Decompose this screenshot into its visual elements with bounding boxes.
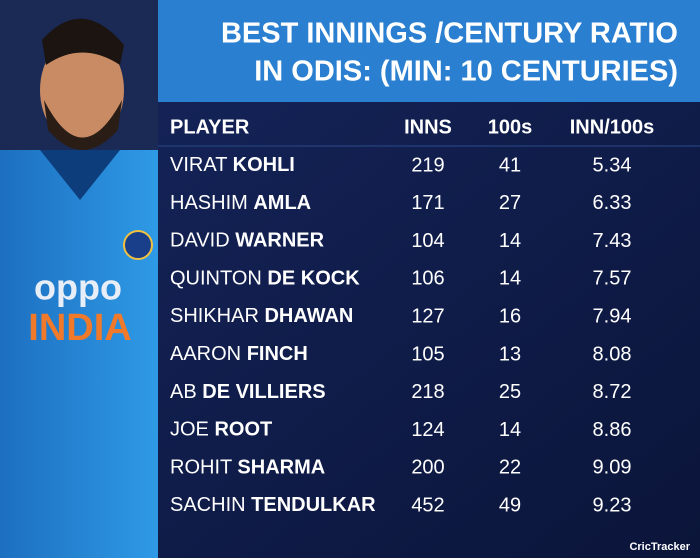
cell-inns: 171 (411, 192, 444, 214)
first-name: AARON (170, 343, 241, 365)
player-name: HASHIM AMLA (170, 192, 311, 214)
jersey-team: INDIA (28, 307, 131, 349)
first-name: DAVID (170, 230, 230, 252)
cell-ratio: 9.09 (593, 457, 632, 479)
cell-ratio: 7.94 (593, 305, 632, 327)
last-name: DHAWAN (264, 305, 353, 327)
hair (42, 18, 124, 65)
player-name: AB DE VILLIERS (170, 381, 326, 403)
cell-centuries: 22 (499, 457, 521, 479)
cell-ratio: 7.57 (593, 268, 632, 290)
first-name: ROHIT (170, 457, 232, 479)
player-name: DAVID WARNER (170, 230, 325, 252)
first-name: SACHIN (170, 494, 246, 516)
cell-inns: 127 (411, 305, 444, 327)
player-name: SHIKHAR DHAWAN (170, 305, 353, 327)
cell-ratio: 8.86 (593, 419, 632, 441)
column-header: INN/100s (570, 116, 655, 138)
cell-ratio: 8.08 (593, 343, 632, 365)
first-name: HASHIM (170, 192, 248, 214)
last-name: SHARMA (237, 457, 325, 479)
cell-centuries: 14 (499, 268, 521, 290)
jersey-brand: oppo (34, 267, 122, 308)
title-line: IN ODIS: (MIN: 10 CENTURIES) (254, 56, 678, 88)
cell-centuries: 41 (499, 154, 521, 176)
cell-inns: 218 (411, 381, 444, 403)
last-name: WARNER (235, 230, 324, 252)
last-name: ROOT (214, 419, 272, 441)
cell-centuries: 25 (499, 381, 521, 403)
player-name: QUINTON DE KOCK (170, 268, 360, 290)
face (40, 35, 124, 145)
cell-inns: 124 (411, 419, 444, 441)
first-name: AB (170, 381, 197, 403)
last-name: KOHLI (233, 154, 295, 176)
cell-centuries: 14 (499, 419, 521, 441)
column-header: INNS (404, 116, 452, 138)
player-name: JOE ROOT (170, 419, 272, 441)
first-name: SHIKHAR (170, 305, 259, 327)
cell-inns: 219 (411, 154, 444, 176)
cell-inns: 105 (411, 343, 444, 365)
player-name: AARON FINCH (170, 343, 308, 365)
last-name: DE VILLIERS (202, 381, 325, 403)
last-name: TENDULKAR (251, 494, 376, 516)
last-name: DE KOCK (267, 268, 360, 290)
column-header: PLAYER (170, 116, 250, 138)
player-photo: oppo INDIA (0, 18, 158, 558)
last-name: FINCH (247, 343, 308, 365)
title-line: BEST INNINGS /CENTURY RATIO (221, 18, 678, 50)
cell-ratio: 8.72 (593, 381, 632, 403)
column-header: 100s (488, 116, 533, 138)
player-name: VIRAT KOHLI (170, 154, 295, 176)
footer-brand: CricTracker (629, 541, 690, 553)
cell-inns: 200 (411, 457, 444, 479)
jersey (0, 150, 158, 558)
cell-ratio: 6.33 (593, 192, 632, 214)
title-band (158, 0, 700, 102)
cell-ratio: 7.43 (593, 230, 632, 252)
cell-centuries: 16 (499, 305, 521, 327)
first-name: QUINTON (170, 268, 262, 290)
player-name: ROHIT SHARMA (170, 457, 325, 479)
beard (44, 100, 122, 150)
first-name: VIRAT (170, 154, 227, 176)
cell-ratio: 5.34 (593, 154, 632, 176)
table: PLAYER INNS 100s INN/100s VIRAT KOHLI 219 41 5.… (158, 116, 700, 516)
badge (123, 230, 153, 260)
cell-centuries: 13 (499, 343, 521, 365)
collar (40, 150, 120, 200)
cell-inns: 452 (411, 494, 444, 516)
cell-centuries: 27 (499, 192, 521, 214)
player-name: SACHIN TENDULKAR (170, 494, 376, 516)
first-name: JOE (170, 419, 209, 441)
cell-inns: 106 (411, 268, 444, 290)
last-name: AMLA (253, 192, 311, 214)
cell-inns: 104 (411, 230, 444, 252)
cell-centuries: 49 (499, 494, 521, 516)
cell-centuries: 14 (499, 230, 521, 252)
cell-ratio: 9.23 (593, 494, 632, 516)
